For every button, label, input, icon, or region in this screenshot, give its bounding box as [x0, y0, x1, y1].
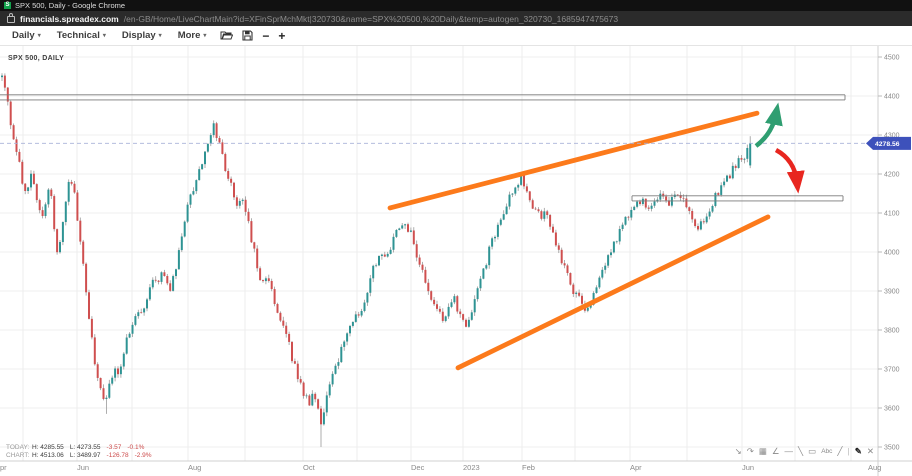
y-axis-label: 4300	[884, 133, 900, 140]
freehand-tool-icon[interactable]: ↷	[746, 446, 754, 456]
y-axis-label: 4000	[884, 250, 900, 257]
trend-angle-tool-icon[interactable]: ∠	[771, 446, 780, 456]
address-bar[interactable]: financials.spreadex.com/en-GB/Home/LiveC…	[0, 11, 912, 26]
candlestick-series	[1, 73, 752, 447]
diagonal-line-tool-icon[interactable]: ╱	[837, 446, 843, 456]
x-axis-label: Aug	[188, 463, 201, 472]
y-axis-label: 4400	[884, 94, 900, 101]
x-axis-label: Oct	[303, 463, 316, 472]
x-axis-label: Apr	[0, 463, 7, 472]
pointer-tool-icon[interactable]: ↘	[734, 446, 742, 456]
rectangle-tool-icon[interactable]: ▭	[808, 446, 817, 456]
url-domain: financials.spreadex.com	[20, 13, 119, 24]
menu-more[interactable]: More ▾	[177, 30, 207, 41]
save-floppy-icon	[242, 30, 253, 41]
pencil-tool-icon[interactable]: ✎	[854, 446, 862, 456]
horizontal-channel-drawing[interactable]	[631, 195, 844, 202]
y-axis-label: 3500	[884, 445, 900, 452]
chart-canvas[interactable]: 4500 4400 4300 4200 4100 4000 3900 3800 3700 3600…	[0, 46, 912, 476]
zoom-in-button[interactable]: +	[278, 28, 286, 43]
horizontal-line-tool-icon[interactable]: —	[784, 446, 794, 456]
stats-row: TODAY: H: 4285.55 L: 4273.55 -3.57 -0.1%	[6, 444, 145, 451]
axes: 4500 4400 4300 4200 4100 4000 3900 3800 3700 3600…	[0, 46, 912, 476]
y-axis-label: 4100	[884, 211, 900, 218]
orange-trendline-drawing[interactable]	[455, 214, 771, 371]
chart-area[interactable]: 4500 4400 4300 4200 4100 4000 3900 3800 3700 3600…	[0, 46, 912, 476]
y-axis-label: 3600	[884, 406, 900, 413]
drawing-annotations[interactable]	[0, 94, 866, 371]
orange-trendline-drawing[interactable]	[387, 110, 760, 211]
last-price-badge-text: 4278.56	[875, 141, 900, 148]
x-axis-label: Apr	[630, 463, 642, 472]
chart-stats: TODAY: H: 4285.55 L: 4273.55 -3.57 -0.1% CHAR…	[6, 444, 152, 459]
y-axis-label: 4200	[884, 172, 900, 179]
x-axis-label: Aug	[868, 463, 881, 472]
chart-symbol-label: SPX 500, DAILY	[8, 55, 65, 62]
save-chart-button[interactable]	[242, 30, 253, 41]
spreadex-favicon: S	[4, 2, 11, 9]
green-up-arrow-drawing[interactable]	[754, 102, 783, 148]
x-axis-label: 2023	[463, 463, 480, 472]
zoom-out-button[interactable]: −	[262, 28, 270, 43]
url-path: /en-GB/Home/LiveChartMain?id=XFinSprMchM…	[123, 13, 619, 24]
chart-toolbar: Daily ▾ Technical ▾ Display ▾ More ▾ − +	[0, 26, 912, 46]
open-chart-button[interactable]	[220, 30, 234, 41]
last-price-badge: 4278.56	[866, 136, 911, 150]
window-title: SPX 500, Daily - Google Chrome	[15, 1, 126, 10]
y-axis-label: 3700	[884, 367, 900, 374]
lock-icon	[7, 13, 15, 23]
red-down-arrow-drawing[interactable]	[774, 148, 805, 194]
grid-tool-icon[interactable]: ▦	[758, 446, 767, 456]
menu-technical[interactable]: Technical ▾	[56, 30, 106, 41]
open-folder-icon	[220, 31, 234, 40]
x-axis-label: Jun	[77, 463, 89, 472]
y-axis-label: 4500	[884, 55, 900, 62]
gridlines	[0, 46, 878, 461]
text-tool-icon[interactable]: Abc	[821, 448, 833, 455]
x-axis-label: Dec	[411, 463, 425, 472]
y-axis-label: 3800	[884, 328, 900, 335]
window-titlebar: S SPX 500, Daily - Google Chrome	[0, 0, 912, 11]
x-axis-label: Jun	[742, 463, 754, 472]
line-tool-icon[interactable]: ╲	[798, 446, 804, 456]
menu-display[interactable]: Display ▾	[121, 30, 162, 41]
close-tool-icon[interactable]: ✕	[866, 446, 874, 456]
y-axis-label: 3900	[884, 289, 900, 296]
x-axis-label: Feb	[522, 463, 535, 472]
drawing-toolbar: ↘ ↷ ▦ ∠ — ╲ ▭ Abc ╱ | ✎ ✕	[735, 447, 874, 456]
separator: |	[847, 446, 850, 456]
stats-row: CHART: H: 4513.06 L: 3489.97 -126.78 -2.9%	[6, 451, 152, 459]
horizontal-channel-drawing[interactable]	[0, 94, 846, 101]
menu-daily[interactable]: Daily ▾	[12, 30, 41, 41]
